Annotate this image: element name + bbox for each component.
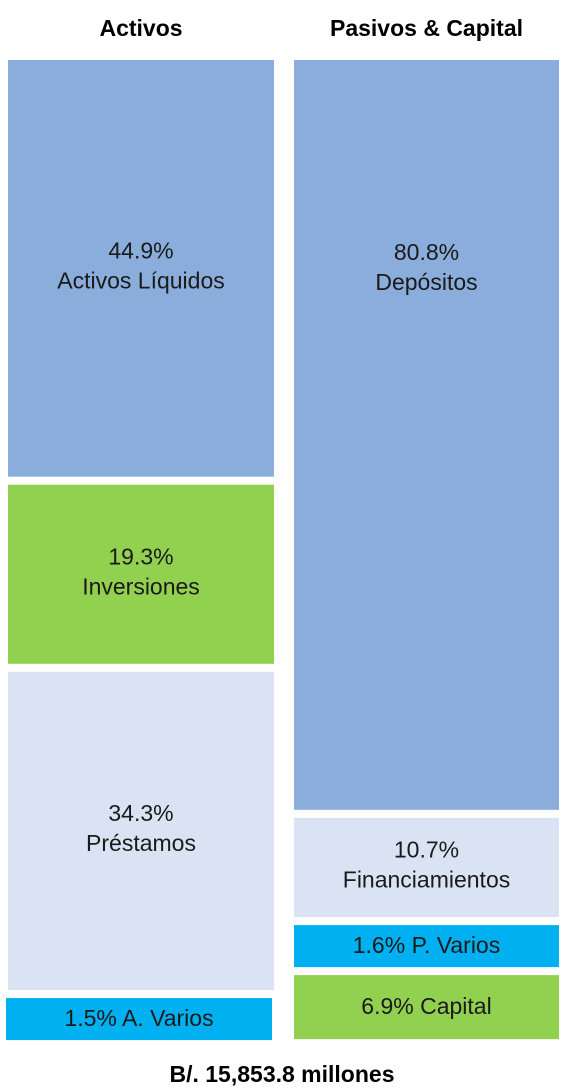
segment	[294, 975, 559, 1040]
segment-label: 1.5% A. Varios	[64, 1005, 213, 1031]
segment	[6, 998, 272, 1041]
segment-value-label: 6.9%	[361, 993, 413, 1019]
column-header: Pasivos & Capital	[330, 15, 523, 41]
segment-name: A. Varios	[122, 1005, 214, 1031]
segment-value-label: 44.9%	[108, 237, 173, 263]
segment-value-label: 1.6%	[353, 932, 405, 958]
segment	[294, 60, 559, 810]
segment	[8, 484, 274, 664]
segment-value-label: 19.3%	[108, 543, 173, 569]
segment-name: Financiamientos	[343, 867, 510, 893]
segment-label: 6.9% Capital	[361, 993, 491, 1019]
segment-value-label: 1.5%	[64, 1005, 116, 1031]
segment-name: P. Varios	[412, 932, 501, 958]
segment	[8, 60, 274, 477]
column-header: Activos	[99, 15, 182, 41]
total-note: B/. 15,853.8 millones	[169, 1061, 394, 1087]
segment-value-label: 34.3%	[108, 800, 173, 826]
segment-name: Inversiones	[82, 573, 200, 599]
segment	[294, 925, 559, 968]
segment-label: 1.6% P. Varios	[353, 932, 500, 958]
segment-value-label: 80.8%	[394, 239, 459, 265]
segment-value-label: 10.7%	[394, 837, 459, 863]
segment-name: Préstamos	[86, 830, 196, 856]
segment	[8, 671, 274, 991]
segment-name: Capital	[420, 993, 492, 1019]
segment	[294, 817, 559, 918]
segment-name: Depósitos	[375, 269, 477, 295]
segment-name: Activos Líquidos	[57, 267, 224, 293]
